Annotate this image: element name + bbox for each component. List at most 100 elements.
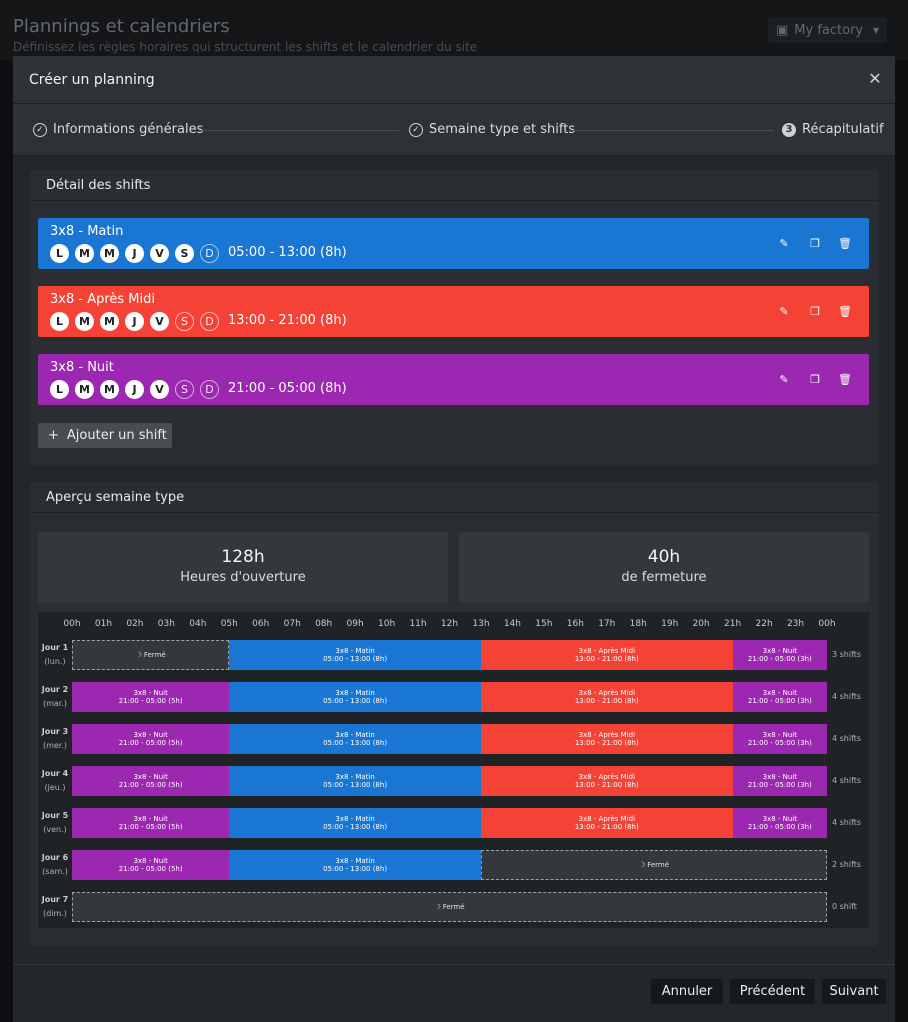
- create-planning-modal: Créer un planning ✕ ✓ Informations génér…: [13, 56, 895, 1022]
- step-week-shifts[interactable]: ✓ Semaine type et shifts: [409, 122, 575, 137]
- delete-icon[interactable]: 🗑: [838, 372, 852, 386]
- shift-segment[interactable]: 3x8 - Nuit 21:00 - 05:00 (5h): [72, 850, 230, 880]
- shift-segment[interactable]: 3x8 - Après Midi 13:00 - 21:00 (8h): [480, 808, 733, 838]
- plus-icon: +: [48, 428, 59, 443]
- step-summary[interactable]: 3 Récapitulatif: [782, 122, 884, 137]
- day-name: (mar.): [42, 699, 68, 708]
- shift-segment[interactable]: 3x8 - Nuit 21:00 - 05:00 (3h): [732, 724, 827, 754]
- hour-label: 23h: [786, 619, 805, 629]
- week-preview-panel: Aperçu semaine type 128h Heures d'ouvert…: [30, 482, 878, 946]
- hour-label: 09h: [346, 619, 364, 629]
- shift-card[interactable]: 3x8 - Matin L M M J V S D 05:00 - 13:00 (8h) ✎ ❐ 🗑: [38, 218, 869, 269]
- day-name: (jeu.): [44, 783, 66, 792]
- segment-time: 05:00 - 13:00 (8h): [323, 823, 388, 831]
- open-hours-label: Heures d'ouverture: [180, 570, 306, 585]
- hour-label: 00h: [818, 619, 836, 629]
- shift-count: 2 shifts: [832, 860, 862, 869]
- add-shift-button[interactable]: + Ajouter un shift: [38, 423, 172, 448]
- step-general-info[interactable]: ✓ Informations générales: [33, 122, 203, 137]
- closed-segment[interactable]: ☽ Fermé: [72, 892, 827, 922]
- day-chip: M: [100, 380, 119, 399]
- segment-time: 21:00 - 05:00 (5h): [118, 865, 183, 873]
- segment-time: 21:00 - 05:00 (5h): [118, 697, 183, 705]
- hour-label: 14h: [503, 619, 521, 629]
- shift-segment[interactable]: 3x8 - Nuit 21:00 - 05:00 (3h): [732, 682, 827, 712]
- segment-time: 21:00 - 05:00 (3h): [747, 739, 812, 747]
- shift-name: 3x8 - Après Midi: [50, 292, 155, 307]
- delete-icon[interactable]: 🗑: [838, 304, 852, 318]
- segment-name: 3x8 - Après Midi: [578, 815, 636, 823]
- copy-icon[interactable]: ❐: [810, 372, 820, 386]
- hour-label: 22h: [755, 619, 773, 629]
- segment-name: 3x8 - Nuit: [133, 773, 168, 781]
- shift-segment[interactable]: 3x8 - Nuit 21:00 - 05:00 (5h): [72, 682, 230, 712]
- hour-label: 01h: [94, 619, 113, 629]
- step-connector: [199, 130, 399, 131]
- shift-segment[interactable]: 3x8 - Matin 05:00 - 13:00 (8h): [229, 724, 481, 754]
- segment-time: 21:00 - 05:00 (3h): [747, 823, 812, 831]
- shift-segment[interactable]: 3x8 - Nuit 21:00 - 05:00 (3h): [732, 808, 827, 838]
- segment-time: 13:00 - 21:00 (8h): [574, 739, 639, 747]
- step-connector: [569, 130, 774, 131]
- hour-label: 00h: [63, 619, 81, 629]
- day-chip: V: [150, 312, 169, 331]
- edit-icon[interactable]: ✎: [779, 372, 789, 386]
- shift-segment[interactable]: 3x8 - Après Midi 13:00 - 21:00 (8h): [480, 766, 733, 796]
- copy-icon[interactable]: ❐: [810, 236, 820, 250]
- panel-title: Détail des shifts: [30, 170, 878, 201]
- edit-icon[interactable]: ✎: [779, 304, 789, 318]
- closed-segment[interactable]: ☽ Fermé: [480, 850, 827, 880]
- shift-segment[interactable]: 3x8 - Nuit 21:00 - 05:00 (3h): [732, 766, 827, 796]
- close-icon[interactable]: ✕: [868, 69, 882, 88]
- previous-button[interactable]: Précédent: [730, 979, 815, 1004]
- day-chip: L: [50, 380, 69, 399]
- day-chip: D: [200, 312, 219, 331]
- edit-icon[interactable]: ✎: [779, 236, 789, 250]
- shift-segment[interactable]: 3x8 - Après Midi 13:00 - 21:00 (8h): [480, 724, 733, 754]
- shift-count: 4 shifts: [832, 776, 862, 785]
- shift-segment[interactable]: 3x8 - Matin 05:00 - 13:00 (8h): [229, 808, 481, 838]
- stepper: ✓ Informations générales ✓ Semaine type …: [13, 104, 895, 156]
- segment-name: 3x8 - Nuit: [133, 857, 168, 865]
- hour-label: 13h: [472, 619, 490, 629]
- factory-selector[interactable]: ▣ My factory ▼: [768, 17, 887, 43]
- shift-segment[interactable]: 3x8 - Matin 05:00 - 13:00 (8h): [229, 640, 481, 670]
- day-number: Jour 2: [41, 685, 69, 694]
- delete-icon[interactable]: 🗑: [838, 236, 852, 250]
- shift-segment[interactable]: 3x8 - Matin 05:00 - 13:00 (8h): [229, 766, 481, 796]
- shift-time: 13:00 - 21:00 (8h): [228, 313, 347, 328]
- segment-name: 3x8 - Nuit: [133, 731, 168, 739]
- segment-name: 3x8 - Nuit: [762, 647, 797, 655]
- shift-segment[interactable]: 3x8 - Nuit 21:00 - 05:00 (5h): [72, 724, 230, 754]
- segment-name: 3x8 - Matin: [335, 857, 375, 865]
- shift-segment[interactable]: 3x8 - Nuit 21:00 - 05:00 (3h): [732, 640, 827, 670]
- shift-count: 4 shifts: [832, 734, 862, 743]
- segment-name: 3x8 - Matin: [335, 647, 375, 655]
- hour-label: 15h: [535, 619, 553, 629]
- shift-name: 3x8 - Matin: [50, 224, 124, 239]
- copy-icon[interactable]: ❐: [810, 304, 820, 318]
- day-row-label: Jour 6 (sam.): [40, 851, 70, 879]
- next-button[interactable]: Suivant: [822, 979, 886, 1004]
- segment-name: 3x8 - Après Midi: [578, 773, 636, 781]
- shift-card[interactable]: 3x8 - Après Midi L M M J V S D 13:00 - 21:00 (8h…: [38, 286, 869, 337]
- caret-down-icon: ▼: [872, 25, 879, 35]
- shift-segment[interactable]: 3x8 - Nuit 21:00 - 05:00 (5h): [72, 766, 230, 796]
- shift-segment[interactable]: 3x8 - Après Midi 13:00 - 21:00 (8h): [480, 640, 733, 670]
- shift-segment[interactable]: 3x8 - Après Midi 13:00 - 21:00 (8h): [480, 682, 733, 712]
- segment-name: 3x8 - Matin: [335, 689, 375, 697]
- shift-segment[interactable]: 3x8 - Matin 05:00 - 13:00 (8h): [229, 850, 481, 880]
- segment-time: 05:00 - 13:00 (8h): [323, 739, 388, 747]
- cancel-button[interactable]: Annuler: [651, 979, 723, 1004]
- day-chip: M: [75, 312, 94, 331]
- segment-time: 13:00 - 21:00 (8h): [574, 655, 639, 663]
- closed-segment[interactable]: ☽ Fermé: [72, 640, 230, 670]
- shift-card[interactable]: 3x8 - Nuit L M M J V S D 21:00 - 05:00 (8h) ✎ ❐ 🗑: [38, 354, 869, 405]
- modal-footer: Annuler Précédent Suivant: [13, 964, 895, 1022]
- day-name: (dim.): [43, 909, 67, 918]
- factory-label: My factory: [794, 22, 864, 38]
- shift-segment[interactable]: 3x8 - Matin 05:00 - 13:00 (8h): [229, 682, 481, 712]
- shift-segment[interactable]: 3x8 - Nuit 21:00 - 05:00 (5h): [72, 808, 230, 838]
